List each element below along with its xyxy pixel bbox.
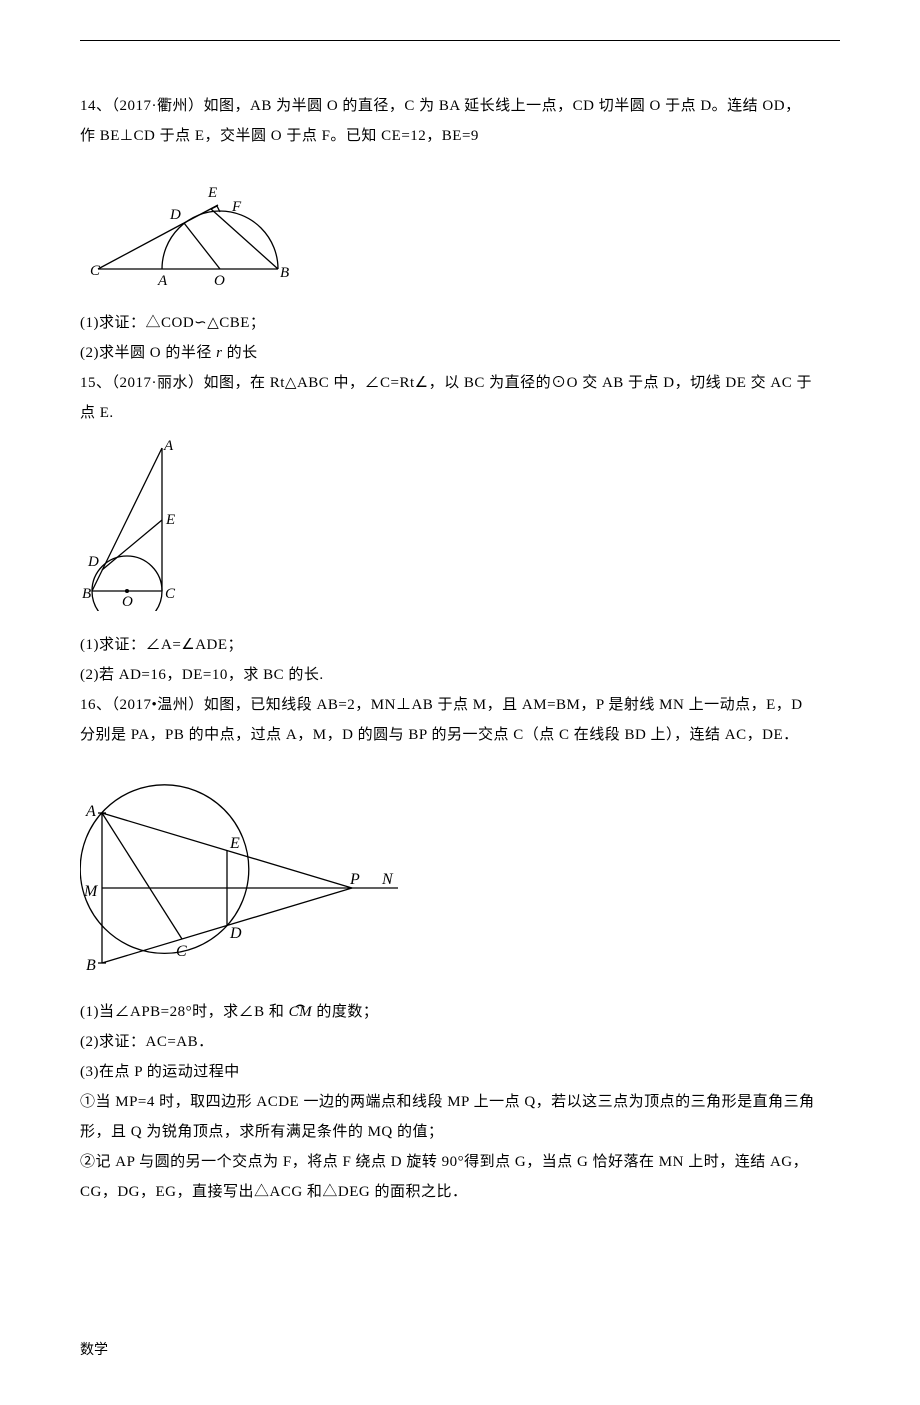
q14-label-C: C — [90, 263, 101, 279]
q14-label-B: B — [280, 265, 289, 281]
q15-svg: A E D B O C — [80, 436, 190, 611]
header-rule — [80, 40, 840, 41]
q16-line1: 16、（2017•温州）如图，已知线段 AB=2，MN⊥AB 于点 M，且 AM… — [80, 690, 840, 720]
q15-label-A: A — [163, 438, 174, 454]
q15-label-B: B — [82, 586, 91, 602]
q16-part3-1b: 形，且 Q 为锐角顶点，求所有满足条件的 MQ 的值； — [80, 1117, 840, 1147]
q14-label-E: E — [207, 185, 217, 201]
q15-label-E: E — [165, 512, 175, 528]
q16-line2: 分别是 PA，PB 的中点，过点 A，M，D 的圆与 BP 的另一交点 C（点 … — [80, 720, 840, 750]
q15-line1: 15、（2017·丽水）如图，在 Rt△ABC 中，∠C=Rt∠，以 BC 为直… — [80, 368, 840, 398]
q15-figure: A E D B O C — [80, 436, 840, 622]
q14-part2: (2)求半圆 O 的半径 r 的长 — [80, 338, 840, 368]
q14-figure: C A O B D E F — [80, 159, 840, 300]
q14-label-F: F — [231, 199, 242, 215]
q14-label-A: A — [157, 273, 168, 289]
q15-line2: 点 E. — [80, 398, 840, 428]
q15-label-C: C — [165, 586, 176, 602]
page-container: 14、（2017·衢州）如图，AB 为半圆 O 的直径，C 为 BA 延长线上一… — [0, 0, 920, 1405]
q14-part2-prefix: (2)求半圆 O 的半径 — [80, 345, 216, 361]
q16-part1-suffix: 的度数； — [312, 1004, 378, 1020]
q16-label-E: E — [229, 835, 240, 852]
q16-part3: (3)在点 P 的运动过程中 — [80, 1057, 840, 1087]
q16-label-A: A — [85, 803, 96, 820]
q14-label-D: D — [169, 207, 181, 223]
q16-label-P: P — [349, 871, 360, 888]
q16-label-B: B — [86, 957, 96, 974]
q14-part2-suffix: 的长 — [222, 345, 257, 361]
q14-part1: (1)求证：△COD∽△CBE； — [80, 308, 840, 338]
q14-svg: C A O B D E F — [80, 159, 300, 289]
q16-label-M: M — [83, 883, 99, 900]
q15-part2: (2)若 AD=16，DE=10，求 BC 的长. — [80, 660, 840, 690]
q16-part3-2b: CG，DG，EG，直接写出△ACG 和△DEG 的面积之比． — [80, 1177, 840, 1207]
q14-line2: 作 BE⊥CD 于点 E，交半圆 O 于点 F。已知 CE=12，BE=9 — [80, 121, 840, 151]
q16-part1: (1)当∠APB=28°时，求∠B 和 CM 的度数； — [80, 997, 840, 1027]
q16-part3-1: ①当 MP=4 时，取四边形 ACDE 一边的两端点和线段 MP 上一点 Q，若… — [80, 1087, 840, 1117]
q15-label-O: O — [122, 594, 133, 610]
q16-svg: A M B E D C P N — [80, 758, 420, 978]
q15-part1: (1)求证：∠A=∠ADE； — [80, 630, 840, 660]
q15-label-D: D — [87, 554, 99, 570]
q14-line1: 14、（2017·衢州）如图，AB 为半圆 O 的直径，C 为 BA 延长线上一… — [80, 91, 840, 121]
q16-label-N: N — [381, 871, 394, 888]
q16-figure: A M B E D C P N — [80, 758, 840, 989]
q14-label-O: O — [214, 273, 225, 289]
q16-part1-arc: CM — [289, 997, 313, 1027]
q16-part1-prefix: (1)当∠APB=28°时，求∠B 和 — [80, 1004, 289, 1020]
q16-part3-2: ②记 AP 与圆的另一个交点为 F，将点 F 绕点 D 旋转 90°得到点 G，… — [80, 1147, 840, 1177]
q16-label-C: C — [176, 943, 187, 960]
q16-label-D: D — [229, 925, 242, 942]
footer-label: 数学 — [80, 1337, 840, 1365]
q16-part2: (2)求证：AC=AB． — [80, 1027, 840, 1057]
